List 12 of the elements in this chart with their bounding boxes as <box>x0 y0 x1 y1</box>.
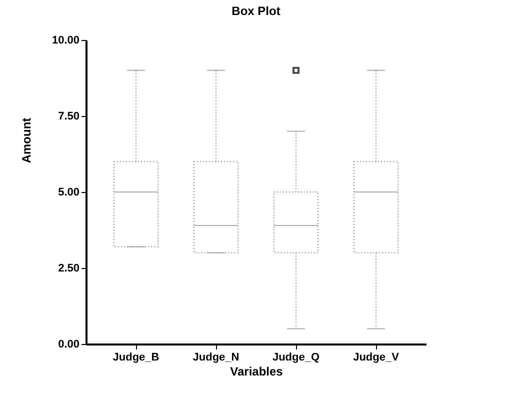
y-tick-label: 2.50 <box>58 262 80 274</box>
y-tick-label: 5.00 <box>58 186 80 198</box>
x-tick-label: Judge_V <box>353 352 400 364</box>
x-tick-label: Judge_Q <box>272 352 320 364</box>
x-tick-label: Judge_B <box>112 352 160 364</box>
y-axis-title: Amount <box>20 118 34 164</box>
y-tick-label: 0.00 <box>58 338 80 350</box>
chart-title: Box Plot <box>232 4 280 18</box>
x-tick-label: Judge_N <box>192 352 240 364</box>
y-tick-label: 10.00 <box>52 34 80 46</box>
x-axis-title: Variables <box>230 364 284 378</box>
y-tick-label: 7.50 <box>58 110 80 122</box>
